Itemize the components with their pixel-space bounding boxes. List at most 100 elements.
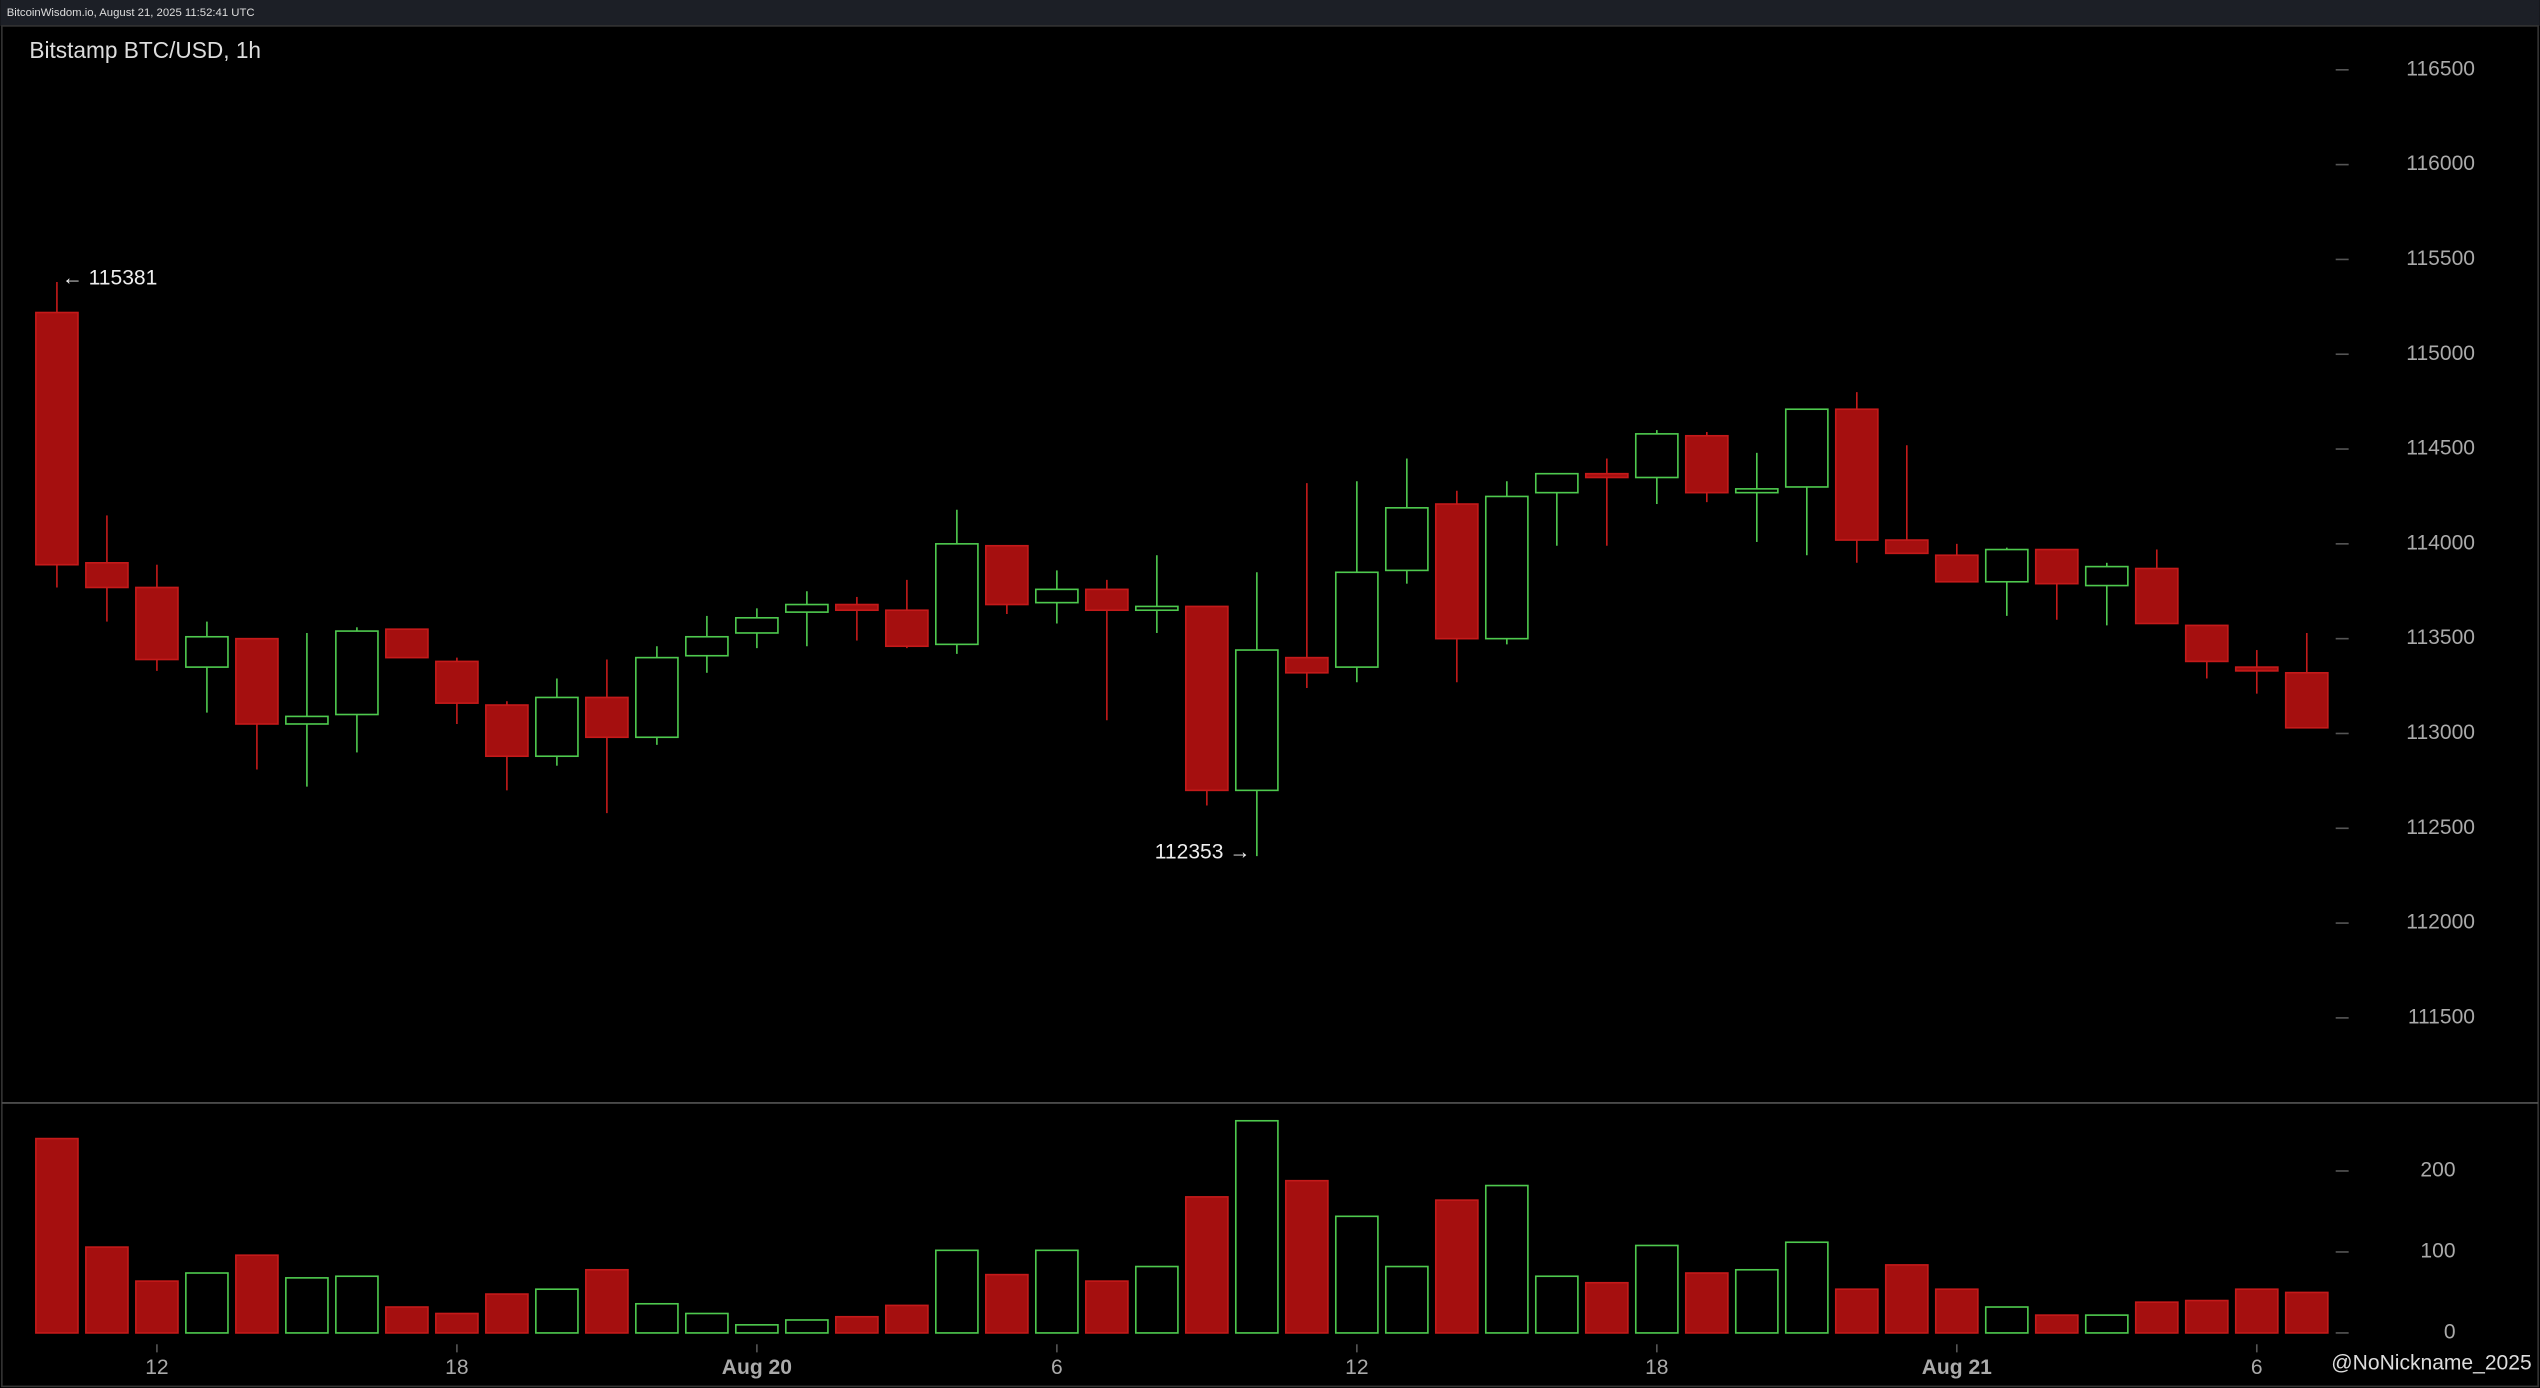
volume-tick-label: 100 — [2420, 1240, 2455, 1263]
x-tick-label: 12 — [1345, 1356, 1368, 1379]
candle-body — [435, 660, 479, 704]
candle-body — [935, 543, 979, 646]
candle-body — [1084, 588, 1129, 612]
candle-body — [1584, 472, 1629, 479]
candle-body — [1284, 656, 1329, 674]
volume-bar — [1834, 1288, 1879, 1334]
candle-body — [35, 311, 79, 566]
watermark: @NoNickname_2025 — [2331, 1351, 2531, 1374]
candle-body — [1534, 472, 1579, 494]
candle-body — [1384, 507, 1429, 572]
candle-body — [984, 544, 1029, 606]
candle-body — [2084, 565, 2129, 587]
candle-body — [85, 562, 129, 589]
volume-bar — [1534, 1275, 1579, 1334]
volume-bar — [1934, 1288, 1979, 1334]
volume-bar — [285, 1277, 329, 1334]
volume-bar — [2034, 1314, 2079, 1334]
candle-body — [535, 696, 579, 758]
y-tick-label: 116500 — [2406, 57, 2475, 80]
x-tick-label: 18 — [1645, 1356, 1668, 1379]
candle-body — [1434, 503, 1479, 640]
y-tick-label: 113000 — [2406, 721, 2475, 744]
candle-body — [2184, 624, 2229, 663]
volume-bar — [485, 1293, 529, 1334]
x-tick-label: 6 — [1051, 1356, 1063, 1379]
y-tick-label: 112500 — [2406, 816, 2475, 839]
y-tick-label: 115000 — [2406, 342, 2475, 365]
candle-body — [1684, 434, 1729, 494]
volume-bar — [435, 1312, 479, 1334]
candle-body — [835, 603, 879, 612]
candle-body — [785, 603, 829, 613]
candle-body — [1334, 571, 1379, 668]
volume-bar — [935, 1249, 979, 1334]
volume-bar — [2084, 1314, 2129, 1334]
candle-body — [285, 715, 329, 725]
y-tick-label: 112000 — [2406, 911, 2475, 934]
volume-bar — [585, 1268, 629, 1334]
x-tick-label: 18 — [445, 1356, 468, 1379]
y-tick-label: 113500 — [2406, 626, 2475, 649]
y-tick-label: 116000 — [2406, 152, 2475, 175]
candle-body — [2034, 548, 2079, 585]
candle-body — [135, 586, 179, 661]
annotation: 112353 → — [1155, 840, 1251, 863]
volume-bar — [1384, 1265, 1429, 1334]
volume-bar — [2184, 1299, 2229, 1334]
candle-body — [185, 635, 229, 668]
volume-bar — [1584, 1281, 1629, 1334]
y-tick-label: 111500 — [2408, 1005, 2475, 1028]
candle-body — [685, 635, 729, 657]
candle-body — [1734, 488, 1779, 494]
x-tick-label: Aug 21 — [1922, 1356, 1992, 1379]
volume-bar — [984, 1273, 1029, 1334]
x-tick-label: Aug 20 — [722, 1356, 792, 1379]
candle-body — [335, 630, 379, 716]
x-tick-label: 6 — [2251, 1356, 2263, 1379]
candle-body — [2234, 666, 2279, 672]
candle-body — [385, 628, 429, 659]
chart-title: Bitstamp BTC/USD, 1h — [29, 37, 261, 63]
candle-body — [1934, 554, 1979, 583]
volume-bar — [735, 1324, 779, 1334]
y-tick-label: 115500 — [2406, 247, 2475, 270]
volume-bar — [1334, 1215, 1379, 1334]
volume-bar — [885, 1304, 929, 1334]
volume-bar — [1884, 1264, 1929, 1334]
volume-bar — [1034, 1249, 1079, 1334]
volume-bar — [1084, 1280, 1129, 1334]
volume-bar — [35, 1137, 79, 1334]
volume-bar — [1434, 1199, 1479, 1334]
top-bar — [0, 0, 2540, 26]
y-tick-label: 114500 — [2406, 437, 2475, 460]
candle-body — [2134, 567, 2179, 625]
candle-body — [585, 696, 629, 739]
volume-bar — [635, 1302, 679, 1334]
header: BitcoinWisdom.io, August 21, 2025 11:52:… — [7, 7, 255, 19]
candle-body — [885, 609, 929, 648]
volume-bar — [1984, 1306, 2029, 1334]
volume-bar — [1734, 1268, 1779, 1334]
candle-body — [1784, 408, 1829, 488]
candle-body — [2284, 671, 2329, 729]
volume-bar — [835, 1315, 879, 1334]
volume-bar — [85, 1246, 129, 1334]
volume-bar — [135, 1280, 179, 1334]
volume-tick-label: 200 — [2420, 1159, 2455, 1182]
candle-body — [1184, 605, 1229, 792]
y-tick-label: 114000 — [2406, 531, 2475, 554]
volume-bar — [335, 1275, 379, 1334]
volume-bar — [1234, 1119, 1279, 1334]
volume-bar — [1784, 1241, 1829, 1334]
volume-bar — [535, 1288, 579, 1334]
candle-body — [1134, 605, 1179, 612]
volume-bar — [1134, 1265, 1179, 1334]
candle-body — [1484, 495, 1529, 640]
volume-bar — [1634, 1244, 1679, 1334]
volume-bar — [1684, 1272, 1729, 1334]
volume-bar — [1184, 1196, 1229, 1334]
volume-bar — [1284, 1179, 1329, 1334]
